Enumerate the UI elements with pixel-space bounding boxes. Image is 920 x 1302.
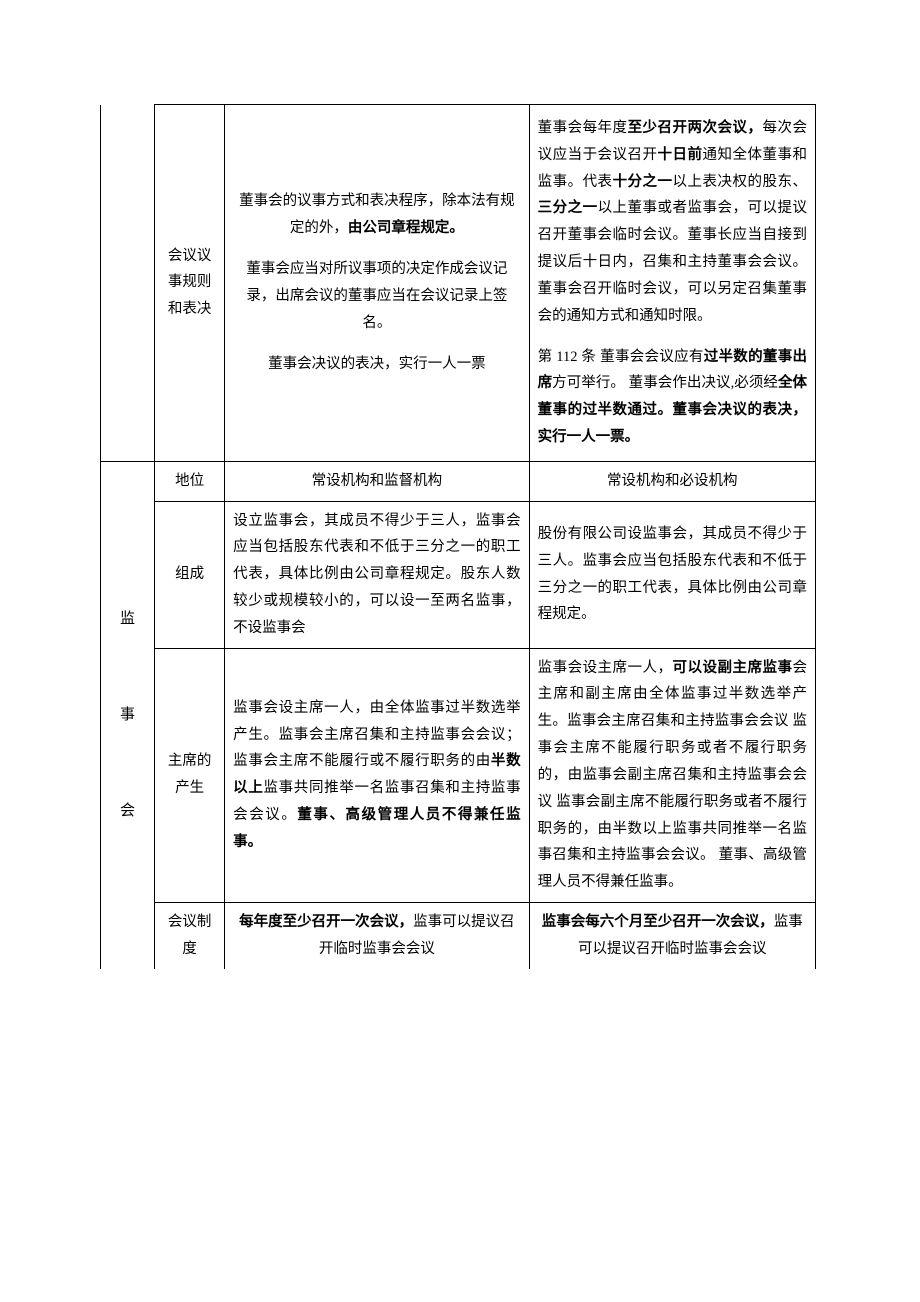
row-label: 地位 [155,461,225,501]
group-cell: 监事会 [101,461,155,968]
text-bold: 由公司章程规定。 [348,220,464,236]
cell-right: 股份有限公司设监事会，其成员不得少于三人。监事会应当包括股东代表和不低于三分之一… [529,501,815,648]
row-label: 主席的产生 [155,648,225,902]
text-bold: 可以设副主席监事 [673,660,793,676]
cell-right: 董事会每年度至少召开两次会议，每次会议应当于会议召开十日前通知全体董事和监事。代… [529,105,815,462]
text: 以上董事或者监事会，可以提议召开董事会临时会议。董事长应当自接到提议后十日内，召… [538,200,807,323]
text: 董事会应当对所议事项的决定作成会议记录，出席会议的董事应当在会议记录上签名。 [233,256,520,336]
row-label: 会议议事规则和表决 [155,105,225,462]
text: 第 112 条 董事会会议应有 [538,349,704,365]
text-bold: 十分之一 [613,174,673,190]
document-page: 会议议事规则和表决 董事会的议事方式和表决程序，除本法有规定的外，由公司章程规定… [0,0,920,969]
table-row: 监事会 地位 常设机构和监督机构 常设机构和必设机构 [101,461,816,501]
text: 以上表决权的股东、 [673,174,807,190]
table-row: 会议制度 每年度至少召开一次会议，监事可以提议召开临时监事会会议 监事会每六个月… [101,902,816,968]
row-label: 组成 [155,501,225,648]
main-table: 会议议事规则和表决 董事会的议事方式和表决程序，除本法有规定的外，由公司章程规定… [100,104,816,969]
cell-mid: 设立监事会，其成员不得少于三人，监事会应当包括股东代表和不低于三分之一的职工代表… [225,501,529,648]
cell-mid: 董事会的议事方式和表决程序，除本法有规定的外，由公司章程规定。 董事会应当对所议… [225,105,529,462]
group-cell-empty [101,105,155,462]
cell-right: 监事会每六个月至少召开一次会议，监事可以提议召开临时监事会会议 [529,902,815,968]
table-row: 会议议事规则和表决 董事会的议事方式和表决程序，除本法有规定的外，由公司章程规定… [101,105,816,462]
text-bold: 至少召开两次会议， [628,120,763,136]
row-label: 会议制度 [155,902,225,968]
table-row: 主席的产生 监事会设主席一人，由全体监事过半数选举产生。监事会主席召集和主持监事… [101,648,816,902]
text-bold: 十日前 [658,147,703,163]
text: 会主席和副主席由全体监事过半数选举产生。监事会主席召集和主持监事会会议 监事会主… [538,660,807,891]
text: 监事会设主席一人，由全体监事过半数选举产生。监事会主席召集和主持监事会会议；监事… [233,700,520,770]
text: 董事会每年度 [538,120,628,136]
cell-mid: 每年度至少召开一次会议，监事可以提议召开临时监事会会议 [225,902,529,968]
text-bold: 监事会每六个月至少召开一次会议， [542,914,774,930]
table-row: 组成 设立监事会，其成员不得少于三人，监事会应当包括股东代表和不低于三分之一的职… [101,501,816,648]
cell-right: 监事会设主席一人，可以设副主席监事会主席和副主席由全体监事过半数选举产生。监事会… [529,648,815,902]
text: 方可举行。 董事会作出决议,必须经 [552,375,778,391]
text: 董事会决议的表决，实行一人一票 [233,351,520,378]
text: 监事会设主席一人， [538,660,673,676]
cell-mid: 常设机构和监督机构 [225,461,529,501]
text-bold: 三分之一 [538,200,598,216]
cell-mid: 监事会设主席一人，由全体监事过半数选举产生。监事会主席召集和主持监事会会议；监事… [225,648,529,902]
cell-right: 常设机构和必设机构 [529,461,815,501]
text-bold: 每年度至少召开一次会议， [239,914,413,930]
